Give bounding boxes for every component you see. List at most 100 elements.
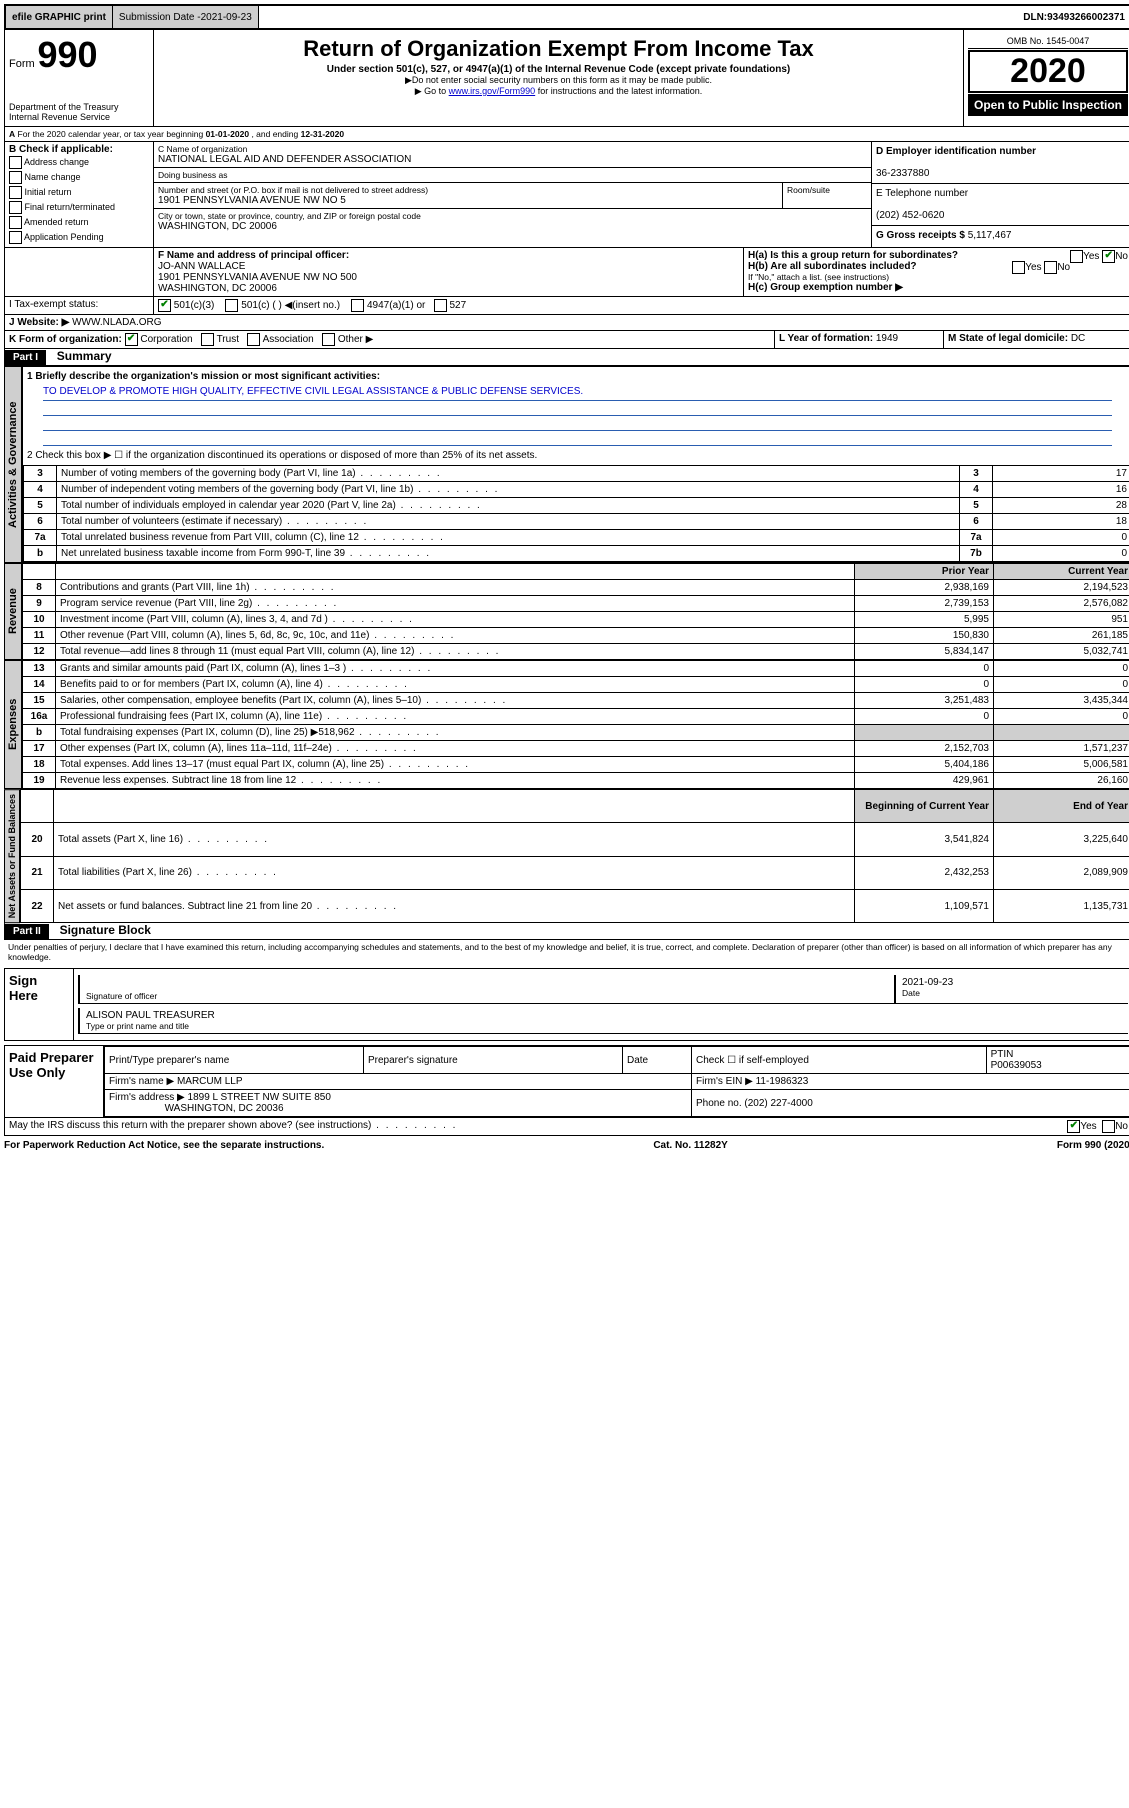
subtitle-1: Under section 501(c), 527, or 4947(a)(1)… [158, 64, 959, 75]
gross-value: 5,117,467 [968, 230, 1012, 241]
chk-app-pending[interactable]: Application Pending [9, 230, 149, 245]
firm-city: WASHINGTON, DC 20036 [165, 1103, 284, 1114]
form-header: Form 990 Department of the Treasury Inte… [4, 30, 1129, 127]
discuss-text: May the IRS discuss this return with the… [9, 1120, 457, 1131]
box-b: B Check if applicable: Address change Na… [5, 142, 154, 247]
efile-print-button[interactable]: efile GRAPHIC print [6, 6, 113, 28]
gov-section: Activities & Governance 1 Briefly descri… [4, 366, 1129, 563]
exp-row: 18Total expenses. Add lines 13–17 (must … [23, 757, 1129, 773]
exp-row: 14Benefits paid to or for members (Part … [23, 677, 1129, 693]
i-row: I Tax-exempt status: 501(c)(3) 501(c) ( … [4, 297, 1129, 315]
exp-row: 13Grants and similar amounts paid (Part … [23, 661, 1129, 677]
period-row: A For the 2020 calendar year, or tax yea… [4, 127, 1129, 142]
phone-label: E Telephone number [876, 188, 968, 199]
dln-label: DLN: [1023, 12, 1047, 23]
type-name-label: Type or print name and title [86, 1021, 1122, 1031]
form-number: 990 [37, 34, 97, 75]
exp-table: 13Grants and similar amounts paid (Part … [22, 660, 1129, 789]
chk-corp[interactable] [125, 333, 138, 346]
chk-trust[interactable] [201, 333, 214, 346]
subtitle-2b: Go to www.irs.gov/Form990 for instructio… [158, 86, 959, 97]
h-c: H(c) Group exemption number ▶ [748, 282, 1128, 293]
chk-other[interactable] [322, 333, 335, 346]
subtitle-2a: Do not enter social security numbers on … [158, 75, 959, 86]
chk-501c[interactable] [225, 299, 238, 312]
website-label: J Website: ▶ [9, 317, 72, 328]
klm-row: K Form of organization: Corporation Trus… [4, 331, 1129, 349]
firm-phone-label: Phone no. [696, 1098, 744, 1109]
chk-501c3[interactable] [158, 299, 171, 312]
phone-value: (202) 452-0620 [876, 210, 944, 221]
chk-final-return[interactable]: Final return/terminated [9, 200, 149, 215]
bcdeg-row: B Check if applicable: Address change Na… [4, 142, 1129, 248]
sign-here-label: Sign Here [5, 969, 74, 1040]
discuss-yes[interactable] [1067, 1120, 1080, 1133]
mission-text: TO DEVELOP & PROMOTE HIGH QUALITY, EFFEC… [43, 386, 1112, 401]
period-begin: 01-01-2020 [206, 129, 249, 139]
addr-label: Number and street (or P.O. box if mail i… [158, 185, 778, 195]
j-row: J Website: ▶ WWW.NLADA.ORG [4, 315, 1129, 331]
firm-name-label: Firm's name ▶ [109, 1076, 174, 1087]
gov-row: 5 Total number of individuals employed i… [24, 498, 1129, 514]
tab-revenue: Revenue [4, 563, 22, 660]
period-text: For the 2020 calendar year, or tax year … [18, 129, 206, 139]
rev-row: 12Total revenue—add lines 8 through 11 (… [23, 644, 1129, 660]
tab-governance: Activities & Governance [4, 366, 22, 563]
chk-4947[interactable] [351, 299, 364, 312]
declaration: Under penalties of perjury, I declare th… [4, 940, 1129, 964]
paid-preparer-box: Paid Preparer Use Only Print/Type prepar… [4, 1045, 1129, 1118]
year-form-value: 1949 [876, 333, 898, 344]
firm-addr: 1899 L STREET NW SUITE 850 [188, 1092, 331, 1103]
box-i-label: I Tax-exempt status: [5, 297, 154, 314]
discuss-no[interactable] [1102, 1120, 1115, 1133]
rev-row: 9Program service revenue (Part VIII, lin… [23, 596, 1129, 612]
q1: 1 Briefly describe the organization's mi… [27, 371, 380, 382]
submission-date-label: Submission Date - [119, 12, 201, 23]
year-form-label: L Year of formation: [779, 333, 876, 344]
firm-name: MARCUM LLP [177, 1076, 243, 1087]
chk-name-change[interactable]: Name change [9, 170, 149, 185]
rev-section: Revenue Prior Year Current Year 8Contrib… [4, 563, 1129, 660]
chk-amended[interactable]: Amended return [9, 215, 149, 230]
year-box: OMB No. 1545-0047 2020 Open to Public In… [964, 30, 1129, 126]
dln-value: 93493266002371 [1047, 12, 1125, 23]
top-bar: efile GRAPHIC print Submission Date - 20… [4, 4, 1129, 30]
box-k-label: K Form of organization: [9, 334, 122, 345]
footer-mid: Cat. No. 11282Y [653, 1140, 727, 1151]
check-self-employed[interactable]: Check ☐ if self-employed [692, 1047, 987, 1074]
box-b-title: B Check if applicable: [9, 144, 113, 155]
officer-addr2: WASHINGTON, DC 20006 [158, 283, 277, 294]
ptin-value: P00639053 [991, 1060, 1042, 1071]
room-suite-label: Room/suite [782, 183, 871, 208]
preparer-row-1: Print/Type preparer's name Preparer's si… [105, 1047, 1129, 1074]
rev-row: 10Investment income (Part VIII, column (… [23, 612, 1129, 628]
page-footer: For Paperwork Reduction Act Notice, see … [4, 1136, 1129, 1155]
chk-assoc[interactable] [247, 333, 260, 346]
period-mid: , and ending [251, 129, 300, 139]
website-value: WWW.NLADA.ORG [72, 317, 161, 328]
org-name: NATIONAL LEGAL AID AND DEFENDER ASSOCIAT… [158, 154, 867, 165]
mission-blank-2 [43, 416, 1112, 431]
na-row: 21Total liabilities (Part X, line 26) 2,… [21, 856, 1129, 889]
chk-address-change[interactable]: Address change [9, 155, 149, 170]
org-name-label: C Name of organization [158, 144, 867, 154]
form990-link[interactable]: www.irs.gov/Form990 [449, 86, 536, 96]
exp-section: Expenses 13Grants and similar amounts pa… [4, 660, 1129, 789]
tax-year: 2020 [968, 50, 1128, 93]
firm-addr-label: Firm's address ▶ [109, 1092, 185, 1103]
form-title: Return of Organization Exempt From Incom… [158, 36, 959, 62]
officer-addr1: 1901 PENNSYLVANIA AVENUE NW NO 500 [158, 272, 357, 283]
dept-treasury: Department of the Treasury Internal Reve… [9, 102, 149, 122]
form-word: Form [9, 58, 35, 70]
rev-row: 8Contributions and grants (Part VIII, li… [23, 580, 1129, 596]
form-id-block: Form 990 Department of the Treasury Inte… [5, 30, 154, 126]
prep-name-label: Print/Type preparer's name [105, 1047, 364, 1074]
exp-row: 15Salaries, other compensation, employee… [23, 693, 1129, 709]
box-f-label: F Name and address of principal officer: [158, 250, 349, 261]
ptin-label: PTIN [991, 1049, 1014, 1060]
chk-527[interactable] [434, 299, 447, 312]
exp-row: bTotal fundraising expenses (Part IX, co… [23, 725, 1129, 741]
na-row: 22Net assets or fund balances. Subtract … [21, 889, 1129, 922]
prep-sig-label: Preparer's signature [364, 1047, 623, 1074]
chk-initial-return[interactable]: Initial return [9, 185, 149, 200]
